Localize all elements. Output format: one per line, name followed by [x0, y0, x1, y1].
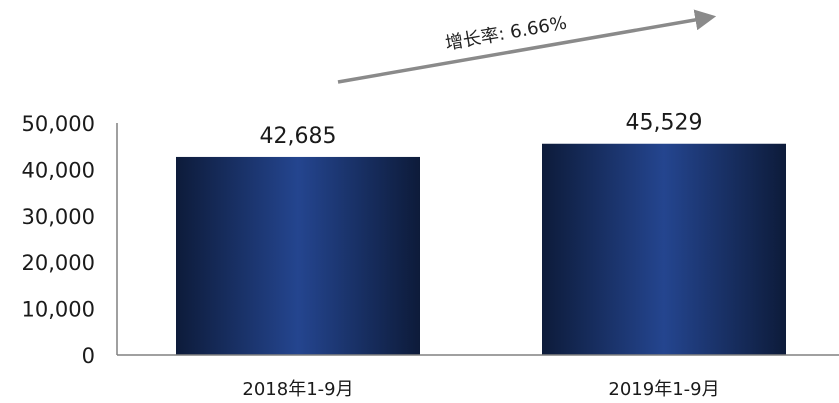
y-tick-label-4: 40,000: [22, 158, 95, 182]
y-axis-ticks: 0 10,000 20,000 30,000 40,000 50,000: [22, 112, 95, 368]
data-labels: 42,685 45,529: [260, 111, 703, 149]
data-label-2: 45,529: [626, 111, 703, 136]
data-label-1: 42,685: [260, 124, 337, 149]
growth-annotation: 增长率: 6.66%: [337, 9, 717, 84]
y-tick-label-0: 0: [82, 344, 95, 368]
x-tick-label-1: 2018年1-9月: [242, 379, 353, 400]
bar-series: [176, 143, 786, 355]
y-tick-label-3: 30,000: [22, 205, 95, 229]
bar-2: [542, 143, 786, 355]
y-tick-label-2: 20,000: [22, 251, 95, 275]
growth-arrow: [337, 9, 717, 84]
x-axis-ticks: 2018年1-9月 2019年1-9月: [242, 379, 719, 400]
bar-1: [176, 156, 420, 355]
y-tick-label-5: 50,000: [22, 112, 95, 136]
x-tick-label-2: 2019年1-9月: [608, 379, 719, 400]
growth-rate-label: 增长率: 6.66%: [444, 13, 569, 55]
y-tick-label-1: 10,000: [22, 298, 95, 322]
